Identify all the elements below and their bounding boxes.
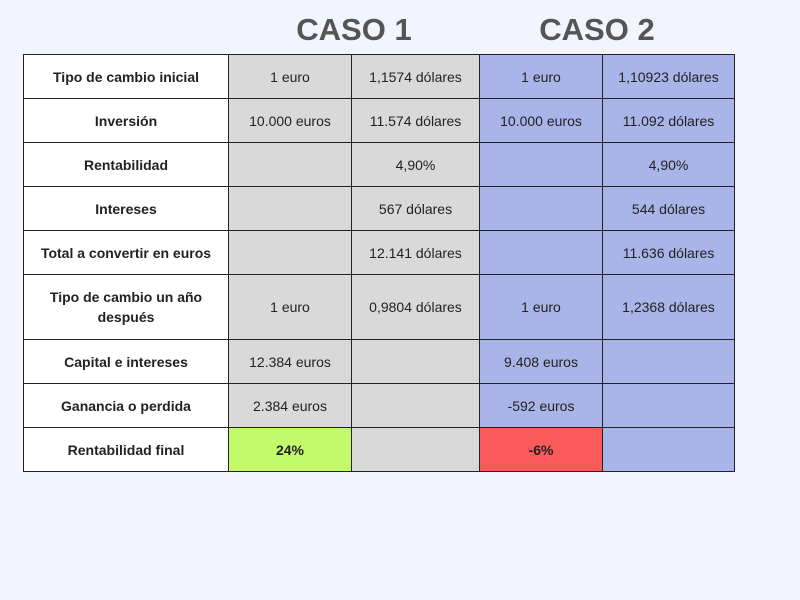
case-2-euro-cell <box>479 142 603 187</box>
case-2-title: CASO 2 <box>539 12 655 47</box>
case-2-dollar-cell: 11.636 dólares <box>602 230 735 275</box>
case-1-euro-cell <box>228 142 352 187</box>
case-2-euro-cell: 10.000 euros <box>479 98 603 143</box>
case-2-final-return-cell: -6% <box>479 427 603 472</box>
case-2-dollar-cell <box>602 427 735 472</box>
table-row: Rentabilidad 4,90% 4,90% <box>23 142 735 187</box>
case-2-dollar-cell: 11.092 dólares <box>602 98 735 143</box>
case-1-dollar-cell: 0,9804 dólares <box>351 274 480 340</box>
comparison-table: Tipo de cambio inicial 1 euro 1,1574 dól… <box>23 54 735 472</box>
case-2-euro-cell: 1 euro <box>479 274 603 340</box>
row-label: Rentabilidad <box>23 142 229 187</box>
table-row: Ganancia o perdida 2.384 euros -592 euro… <box>23 383 735 428</box>
case-1-euro-cell <box>228 230 352 275</box>
row-label: Ganancia o perdida <box>23 383 229 428</box>
case-1-dollar-cell <box>351 427 480 472</box>
table-row: Tipo de cambio inicial 1 euro 1,1574 dól… <box>23 54 735 99</box>
table-row: Intereses 567 dólares 544 dólares <box>23 186 735 231</box>
case-2-euro-cell: 9.408 euros <box>479 339 603 384</box>
row-label: Total a convertir en euros <box>23 230 229 275</box>
case-1-dollar-cell: 11.574 dólares <box>351 98 480 143</box>
case-2-dollar-cell: 1,2368 dólares <box>602 274 735 340</box>
row-label: Rentabilidad final <box>23 427 229 472</box>
row-label: Intereses <box>23 186 229 231</box>
table-row: Tipo de cambio un año después 1 euro 0,9… <box>23 274 735 340</box>
case-1-euro-cell: 1 euro <box>228 274 352 340</box>
case-1-dollar-cell <box>351 383 480 428</box>
table-row: Total a convertir en euros 12.141 dólare… <box>23 230 735 275</box>
row-label: Tipo de cambio un año después <box>23 274 229 340</box>
case-1-euro-cell: 12.384 euros <box>228 339 352 384</box>
table-row: Inversión 10.000 euros 11.574 dólares 10… <box>23 98 735 143</box>
row-label: Tipo de cambio inicial <box>23 54 229 99</box>
case-2-euro-cell <box>479 186 603 231</box>
case-1-euro-cell <box>228 186 352 231</box>
case-1-dollar-cell: 567 dólares <box>351 186 480 231</box>
case-2-dollar-cell: 4,90% <box>602 142 735 187</box>
case-2-euro-cell: -592 euros <box>479 383 603 428</box>
table-row: Rentabilidad final 24% -6% <box>23 427 735 472</box>
case-1-euro-cell: 2.384 euros <box>228 383 352 428</box>
row-label: Capital e intereses <box>23 339 229 384</box>
case-1-final-return-cell: 24% <box>228 427 352 472</box>
case-1-dollar-cell: 12.141 dólares <box>351 230 480 275</box>
table-row: Capital e intereses 12.384 euros 9.408 e… <box>23 339 735 384</box>
case-1-dollar-cell <box>351 339 480 384</box>
row-label: Inversión <box>23 98 229 143</box>
case-1-dollar-cell: 1,1574 dólares <box>351 54 480 99</box>
case-1-euro-cell: 10.000 euros <box>228 98 352 143</box>
case-2-dollar-cell: 1,10923 dólares <box>602 54 735 99</box>
case-2-euro-cell <box>479 230 603 275</box>
case-2-euro-cell: 1 euro <box>479 54 603 99</box>
case-1-euro-cell: 1 euro <box>228 54 352 99</box>
case-1-title: CASO 1 <box>296 12 412 47</box>
case-1-dollar-cell: 4,90% <box>351 142 480 187</box>
case-2-dollar-cell <box>602 339 735 384</box>
case-2-dollar-cell <box>602 383 735 428</box>
case-2-dollar-cell: 544 dólares <box>602 186 735 231</box>
